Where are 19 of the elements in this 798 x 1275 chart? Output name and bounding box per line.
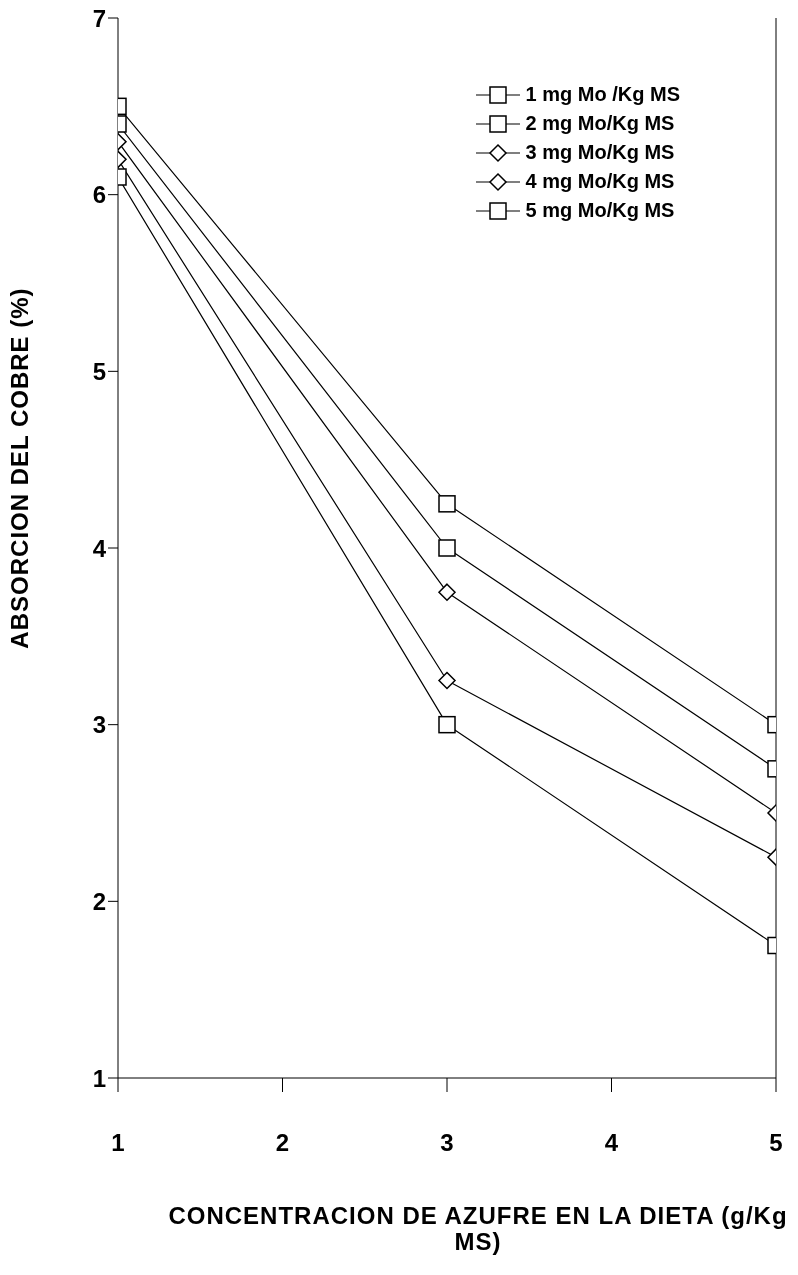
y-tick-label: 2 [92,887,106,915]
y-tick-label: 6 [92,181,106,209]
x-tick-label: 5 [769,1129,783,1157]
y-tick-label: 3 [92,711,106,739]
x-tick-label: 4 [604,1129,619,1157]
legend-label: 1 mg Mo /Kg MS [525,83,680,106]
legend-label: 4 mg Mo/Kg MS [525,170,675,193]
x-tick-label: 3 [440,1129,454,1157]
y-axis-title: ABSORCION DEL COBRE (%) [6,287,34,649]
x-tick-label: 1 [111,1129,125,1157]
x-axis-title: CONCENTRACION DE AZUFRE EN LA DIETA (g/Kg MS) [167,1202,789,1255]
y-tick-label: 5 [92,357,106,385]
legend-label: 2 mg Mo/Kg MS [525,112,675,135]
y-tick-label: 1 [92,1064,106,1092]
y-tick-label: 7 [92,4,106,32]
legend-label: 3 mg Mo/Kg MS [525,141,675,164]
x-tick-label: 2 [275,1129,290,1157]
legend-label: 5 mg Mo/Kg MS [525,199,675,222]
y-tick-label: 4 [92,534,107,562]
